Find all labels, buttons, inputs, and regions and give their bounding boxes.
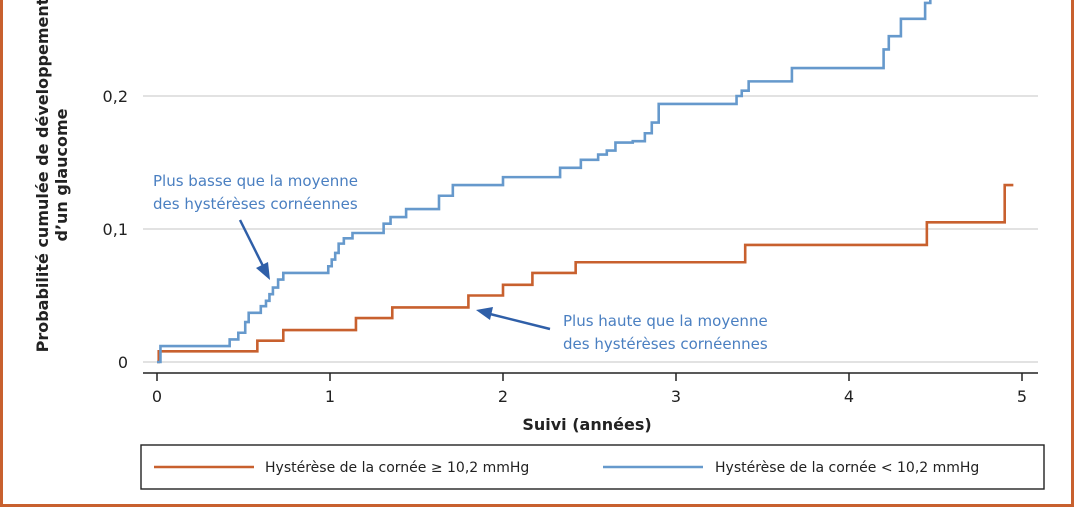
x-tick-label-1: 1 [325,387,335,406]
legend-label-low: Hystérèse de la cornée < 10,2 mmHg [715,460,979,476]
legend-box [140,444,1045,490]
series-lines [157,0,1014,364]
annotation-high-line-2: des hystérèses cornéennes [563,335,768,353]
y-tick-label-1: 0,1 [103,220,128,239]
annotation-low-hysteresis: Plus basse que la moyenne des hystérèses… [153,172,358,280]
x-tick-label-3: 3 [671,387,681,406]
x-tick-label-2: 2 [498,387,508,406]
y-axis-title-line-1: Probabilité cumulée de développement [33,0,52,352]
series-line-1 [157,0,932,364]
figure-frame [0,0,1074,507]
gridlines [143,95,1038,363]
legend-label-high: Hystérèse de la cornée ≥ 10,2 mmHg [265,460,529,476]
y-tick-label-2: 0,2 [103,87,128,106]
annotation-low-arrow-head [256,262,270,280]
annotation-low-line-1: Plus basse que la moyenne [153,172,358,190]
annotation-high-line-1: Plus haute que la moyenne [563,312,768,330]
y-axis-title-line-2: d’un glaucome [52,108,71,241]
x-tick-label-4: 4 [844,387,854,406]
y-tick-label-0: 0 [118,353,128,372]
annotation-high-hysteresis: Plus haute que la moyenne des hystérèses… [476,307,768,353]
annotation-high-arrow-head [476,307,493,320]
legend: Hystérèse de la cornée ≥ 10,2 mmHg Hysté… [140,444,1045,490]
annotation-low-line-2: des hystérèses cornéennes [153,195,358,213]
x-axis-ticks: 0 1 2 3 4 5 [152,373,1027,406]
x-axis-title: Suivi (années) [522,415,651,434]
x-tick-label-0: 0 [152,387,162,406]
annotation-low-arrow-shaft [238,219,265,267]
annotation-high-arrow-shaft [489,312,551,331]
y-axis-title: Probabilité cumulée de développement d’u… [33,0,71,352]
series-line-0 [157,183,1014,364]
y-axis-ticks: 0 0,1 0,2 [103,87,128,372]
x-tick-label-5: 5 [1017,387,1027,406]
